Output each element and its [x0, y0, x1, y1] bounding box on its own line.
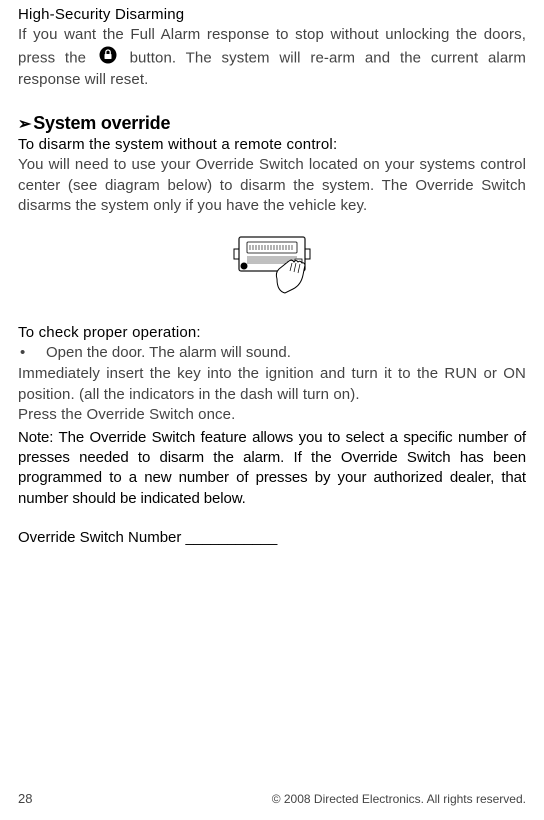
bullet-dot: •	[18, 343, 46, 364]
note-text: Note: The Override Switch feature allows…	[18, 428, 526, 509]
system-override-body: You will need to use your Override Switc…	[18, 155, 526, 217]
override-diagram	[18, 231, 526, 306]
high-security-body: If you want the Full Alarm response to s…	[18, 25, 526, 91]
system-override-title: System override	[33, 113, 170, 133]
override-number-line: Override Switch Number ___________	[18, 529, 526, 546]
check-operation-line3: Press the Override Switch once.	[18, 405, 526, 426]
lock-icon	[99, 46, 117, 71]
copyright-text: © 2008 Directed Electronics. All rights …	[272, 792, 526, 806]
arrow-icon: ➢	[18, 116, 31, 133]
high-security-heading: High-Security Disarming	[18, 6, 526, 23]
check-operation-heading: To check proper operation:	[18, 324, 526, 341]
system-override-heading: ➢System override	[18, 113, 526, 134]
page-number: 28	[18, 791, 32, 806]
page-content: High-Security Disarming If you want the …	[18, 0, 526, 546]
bullet-text: Open the door. The alarm will sound.	[46, 343, 291, 364]
page-footer: 28 © 2008 Directed Electronics. All righ…	[18, 791, 526, 806]
check-operation-line2: Immediately insert the key into the igni…	[18, 364, 526, 405]
disarm-subheading: To disarm the system without a remote co…	[18, 136, 526, 153]
bullet-item: • Open the door. The alarm will sound.	[18, 343, 526, 364]
